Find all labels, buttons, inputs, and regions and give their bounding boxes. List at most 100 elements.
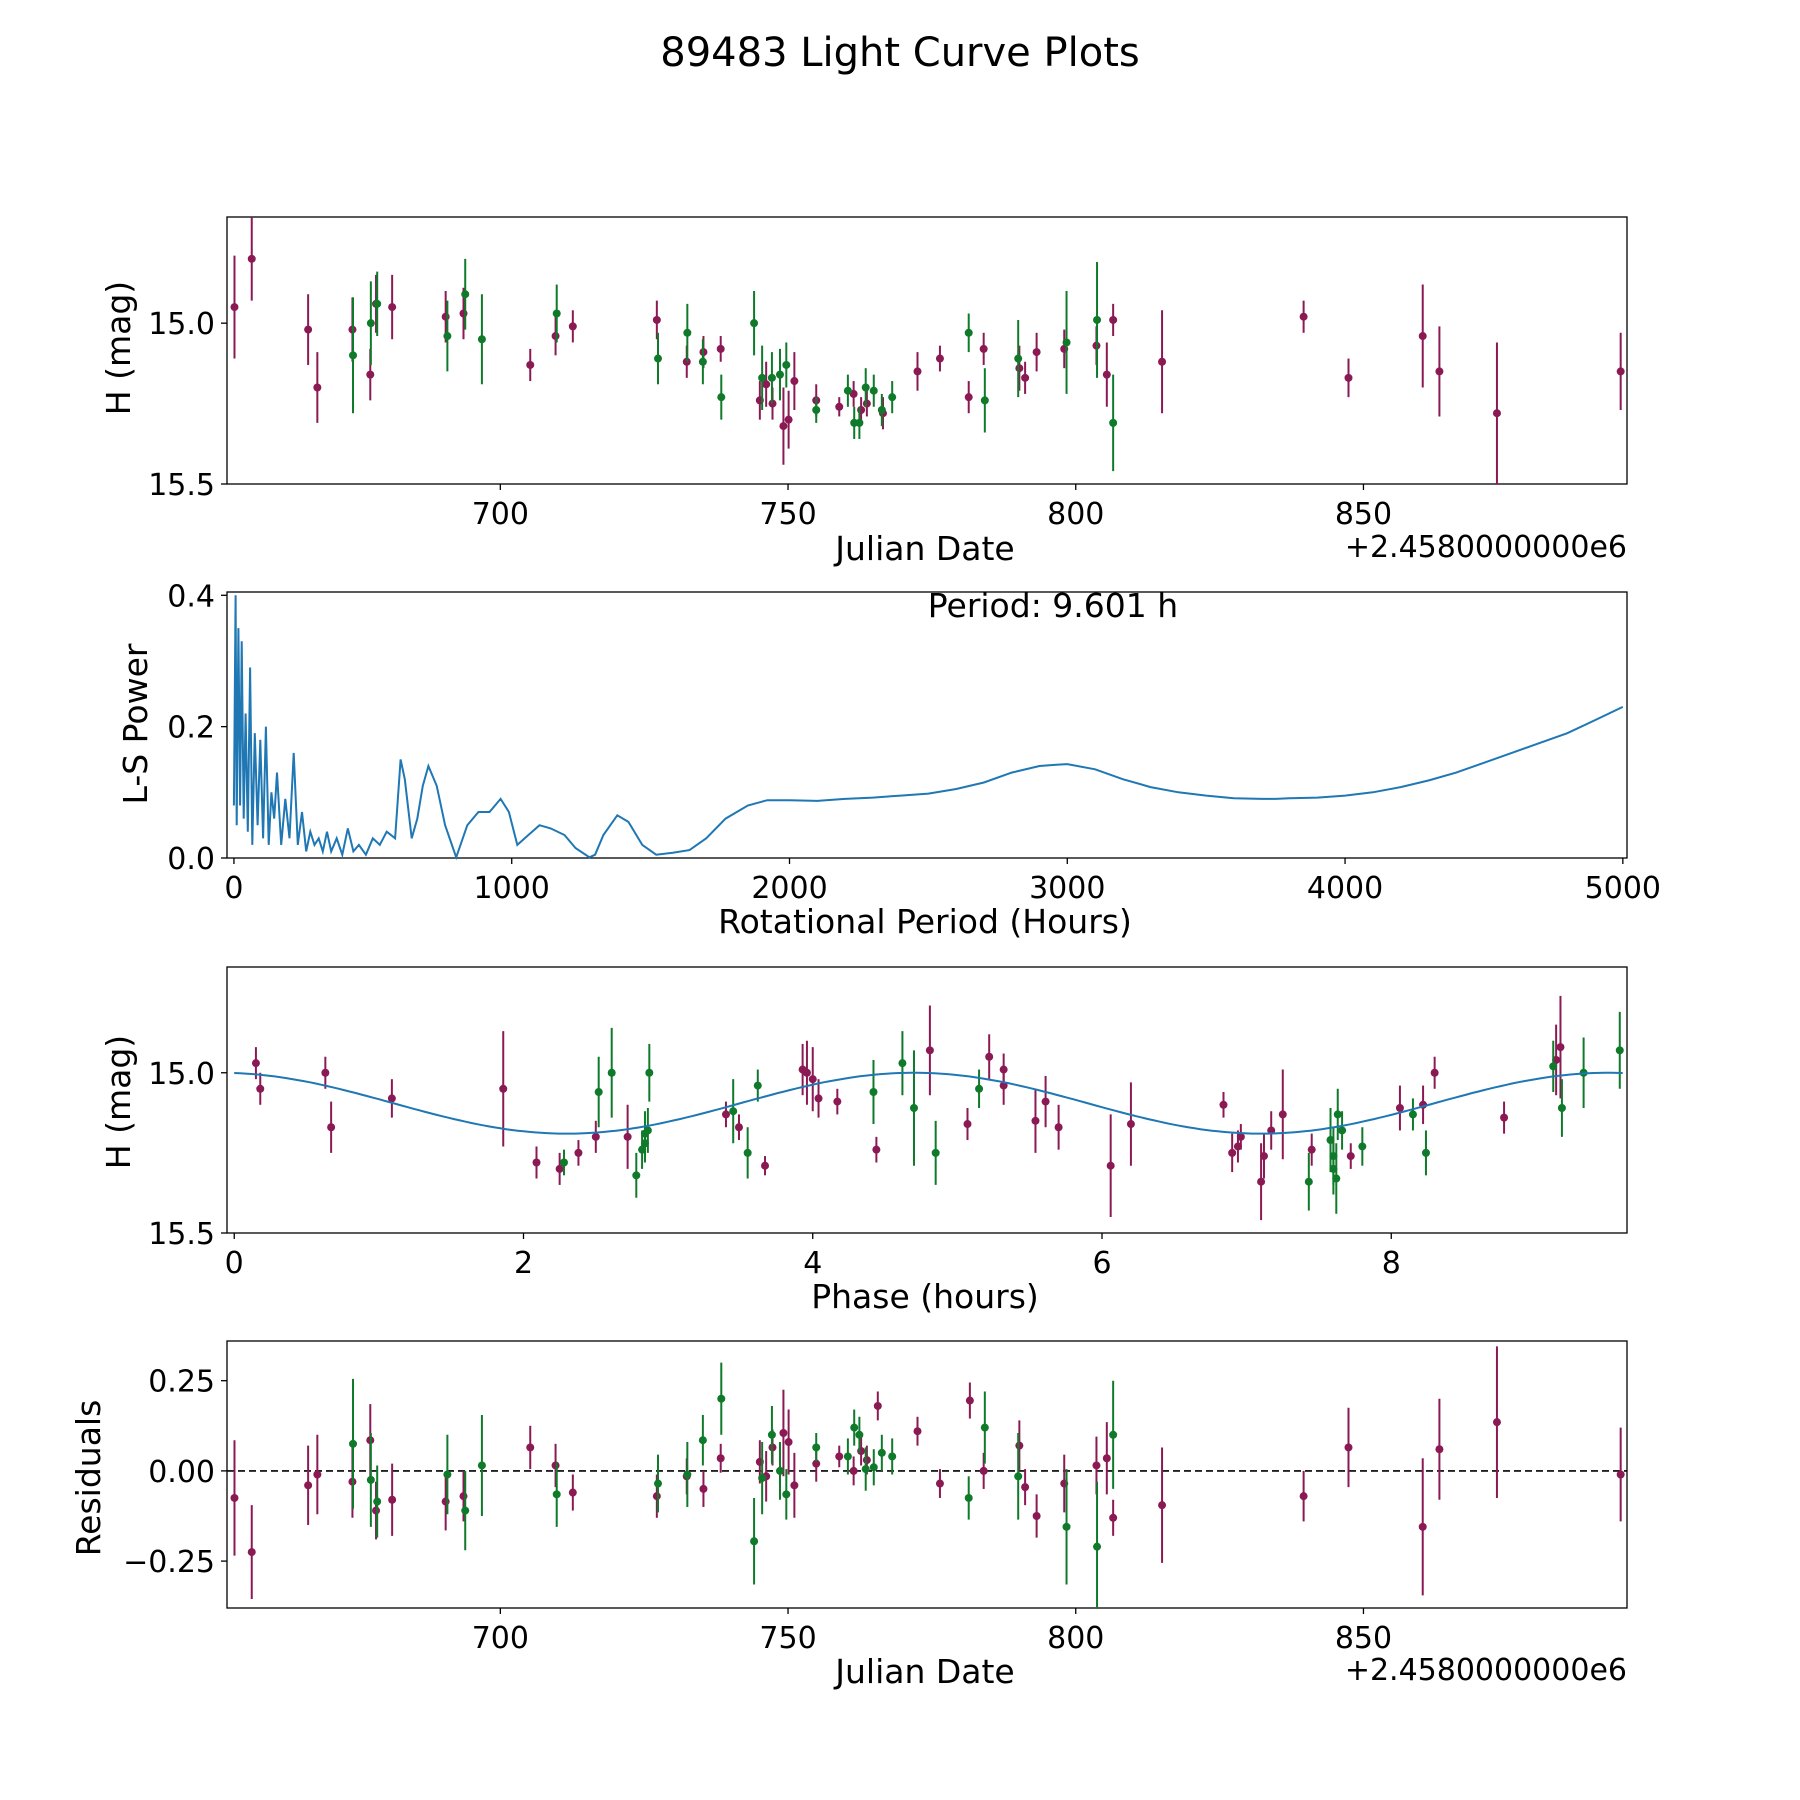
residuals-xlabel: Julian Date bbox=[833, 1652, 1015, 1691]
periodogram-xtick-label: 1000 bbox=[474, 871, 550, 906]
periodogram-ytick-label: 0.0 bbox=[167, 842, 215, 877]
phase-point-green bbox=[643, 1126, 652, 1135]
phase-point-purple bbox=[802, 1068, 811, 1077]
phase-ytick-label: 15.5 bbox=[148, 1217, 215, 1252]
phase-axes-frame bbox=[226, 966, 1628, 1234]
phase-point-purple bbox=[1106, 1161, 1115, 1170]
light-curve-data-layer bbox=[230, 217, 1625, 484]
residuals-xtick-label: 700 bbox=[472, 1621, 529, 1656]
light-curve-point-purple bbox=[979, 344, 988, 353]
residuals-point-purple bbox=[1344, 1443, 1353, 1452]
residuals-point-purple bbox=[784, 1438, 793, 1447]
phase-point-green bbox=[1408, 1110, 1417, 1119]
phase-point-green bbox=[931, 1148, 940, 1157]
light-curve-point-purple bbox=[1418, 332, 1427, 341]
phase-point-purple bbox=[1267, 1126, 1276, 1135]
light-curve-point-green bbox=[869, 386, 878, 395]
light-curve-point-green bbox=[373, 299, 382, 308]
light-curve-point-purple bbox=[1032, 348, 1041, 357]
phase-point-purple bbox=[1307, 1145, 1316, 1154]
light-curve-point-green bbox=[843, 386, 852, 395]
light-curve-point-purple bbox=[913, 367, 922, 376]
light-curve-point-green bbox=[861, 383, 870, 392]
light-curve-point-green bbox=[877, 406, 886, 415]
phase-point-green bbox=[729, 1107, 738, 1116]
residuals-point-green bbox=[812, 1443, 821, 1452]
residuals-point-purple bbox=[388, 1495, 397, 1504]
phase-point-green bbox=[1304, 1177, 1313, 1186]
light-curve-point-purple bbox=[459, 309, 468, 318]
phase-point-purple bbox=[1031, 1116, 1040, 1125]
periodogram-xtick-label: 4000 bbox=[1307, 871, 1383, 906]
residuals-point-green bbox=[698, 1436, 707, 1445]
residuals-point-green bbox=[683, 1470, 692, 1479]
phase-point-purple bbox=[251, 1059, 260, 1068]
phase-point-green bbox=[869, 1087, 878, 1096]
light-curve-point-green bbox=[461, 290, 470, 299]
light-curve-point-purple bbox=[1616, 367, 1625, 376]
residuals-point-purple bbox=[913, 1427, 922, 1436]
phase-point-purple bbox=[591, 1132, 600, 1141]
residuals-point-purple bbox=[441, 1497, 450, 1506]
residuals-point-green bbox=[855, 1430, 864, 1439]
light-curve-point-purple bbox=[313, 383, 322, 392]
residuals-point-purple bbox=[1435, 1445, 1444, 1454]
phase-point-purple bbox=[1219, 1100, 1228, 1109]
residuals-point-purple bbox=[812, 1459, 821, 1468]
light-curve-axes-frame bbox=[226, 216, 1628, 485]
residuals-point-purple bbox=[873, 1401, 882, 1410]
phase-folded-panel: Phase (hours) H (mag) 0 2 4 6 8 15.5 15.0 bbox=[99, 966, 1628, 1316]
phase-point-purple bbox=[1041, 1097, 1050, 1106]
phase-point-purple bbox=[1430, 1068, 1439, 1077]
light-curve-point-green bbox=[964, 328, 973, 337]
residuals-point-purple bbox=[1109, 1513, 1118, 1522]
light-curve-point-green bbox=[980, 396, 989, 405]
light-curve-point-purple bbox=[1158, 357, 1167, 366]
periodogram-ytick-label: 0.4 bbox=[167, 579, 215, 614]
residuals-point-green bbox=[443, 1470, 452, 1479]
residuals-point-green bbox=[552, 1490, 561, 1499]
light-curve-point-purple bbox=[1344, 373, 1353, 382]
residuals-point-purple bbox=[459, 1492, 468, 1501]
residuals-point-purple bbox=[1492, 1418, 1501, 1427]
residuals-point-green bbox=[1062, 1522, 1071, 1531]
residuals-point-green bbox=[349, 1439, 358, 1448]
residuals-point-purple bbox=[372, 1506, 381, 1515]
light-curve-point-purple bbox=[526, 360, 535, 369]
periodogram-power-line bbox=[232, 595, 1624, 861]
light-curve-point-green bbox=[812, 406, 821, 415]
light-curve-ytick-label: 15.5 bbox=[148, 468, 215, 503]
residuals-point-purple bbox=[230, 1493, 239, 1502]
residuals-point-green bbox=[1014, 1472, 1023, 1481]
periodogram-xlabel: Rotational Period (Hours) bbox=[718, 902, 1132, 941]
residuals-point-purple bbox=[652, 1492, 661, 1501]
phase-point-purple bbox=[555, 1164, 564, 1173]
phase-point-green bbox=[743, 1148, 752, 1157]
phase-point-purple bbox=[1259, 1152, 1268, 1161]
light-curve-point-purple bbox=[388, 303, 397, 312]
residuals-point-green bbox=[758, 1474, 767, 1483]
residuals-point-green bbox=[877, 1448, 886, 1457]
residuals-point-purple bbox=[1021, 1483, 1030, 1492]
residuals-point-purple bbox=[313, 1470, 322, 1479]
phase-xtick-label: 2 bbox=[514, 1246, 533, 1281]
phase-point-purple bbox=[532, 1158, 541, 1167]
phase-point-purple bbox=[814, 1094, 823, 1103]
light-curve-point-purple bbox=[304, 325, 313, 334]
phase-point-green bbox=[975, 1084, 984, 1093]
residuals-point-purple bbox=[1616, 1470, 1625, 1479]
phase-point-purple bbox=[1278, 1110, 1287, 1119]
light-curve-point-green bbox=[717, 393, 726, 402]
residuals-point-purple bbox=[857, 1447, 866, 1456]
residuals-point-green bbox=[888, 1452, 897, 1461]
residuals-point-green bbox=[775, 1466, 784, 1475]
phase-point-purple bbox=[574, 1148, 583, 1157]
light-curve-point-green bbox=[366, 319, 375, 328]
residuals-xtick-label: 750 bbox=[759, 1621, 816, 1656]
phase-point-purple bbox=[499, 1084, 508, 1093]
light-curve-ylabel: H (mag) bbox=[99, 281, 138, 415]
light-curve-point-purple bbox=[568, 322, 577, 331]
light-curve-point-green bbox=[1109, 418, 1118, 427]
light-curve-point-purple bbox=[779, 422, 788, 431]
